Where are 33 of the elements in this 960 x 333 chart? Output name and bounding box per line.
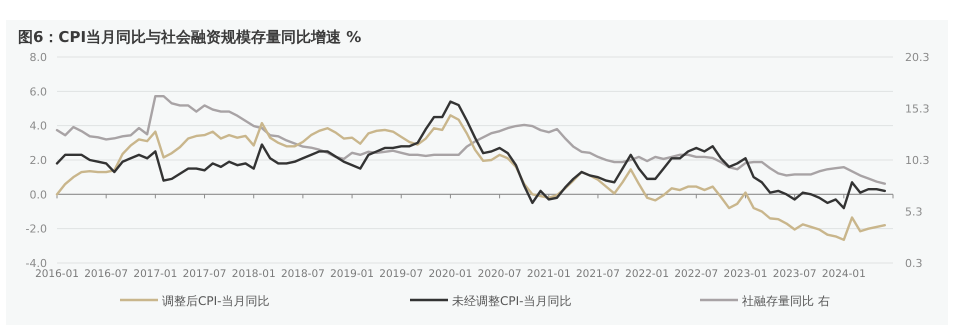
x-tick-label: 2016-01 — [35, 268, 79, 280]
y2-tick-label: 15.3 — [905, 102, 930, 116]
y2-tick-label: 5.3 — [905, 206, 922, 218]
x-tick-label: 2020-07 — [478, 268, 522, 280]
x-tick-label: 2019-01 — [330, 268, 374, 280]
x-tick-label: 2016-07 — [84, 268, 128, 280]
legend-label: 未经调整CPI-当月同比 — [452, 294, 572, 308]
x-tick-label: 2024-01 — [822, 268, 866, 280]
y2-tick-label: 10.3 — [905, 154, 930, 167]
y2-tick-label: 20.3 — [905, 51, 930, 64]
y2-tick-label: 0.3 — [905, 257, 922, 270]
x-tick-label: 2019-07 — [379, 268, 424, 280]
x-tick-label: 2017-01 — [133, 268, 178, 280]
y-tick-label: -4.0 — [26, 257, 47, 270]
x-tick-label: 2017-07 — [182, 268, 226, 280]
x-tick-label: 2022-01 — [625, 268, 670, 280]
x-tick-label: 2022-07 — [674, 268, 718, 280]
legend-label: 调整后CPI-当月同比 — [162, 294, 270, 308]
y-tick-label: 0.0 — [30, 188, 47, 202]
x-tick-label: 2021-07 — [576, 268, 620, 280]
y-tick-label: -2.0 — [26, 222, 47, 236]
x-tick-label: 2020-01 — [428, 268, 472, 280]
y-tick-label: 4.0 — [30, 120, 47, 133]
legend-label: 社融存量同比 右 — [742, 294, 830, 308]
y-tick-label: 6.0 — [30, 85, 47, 98]
y-tick-label: 8.0 — [30, 51, 47, 64]
x-tick-label: 2023-01 — [724, 268, 768, 280]
x-tick-label: 2021-01 — [526, 268, 571, 280]
y-tick-label: 2.0 — [30, 154, 47, 167]
x-tick-label: 2018-01 — [232, 268, 276, 280]
x-tick-label: 2023-07 — [772, 268, 817, 280]
chart-title: 图6：CPI当月同比与社会融资规模存量同比增速 % — [18, 28, 362, 46]
x-tick-label: 2018-07 — [280, 268, 325, 280]
